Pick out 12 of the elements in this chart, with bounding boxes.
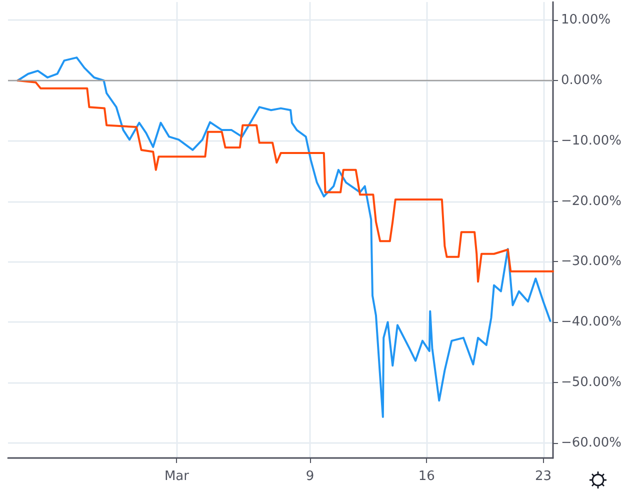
x-tick-label: 16 xyxy=(418,469,435,484)
y-tick-label: 0.00% xyxy=(561,73,602,88)
y-tick-label: −60.00% xyxy=(561,435,622,450)
y-tick-label: −30.00% xyxy=(561,254,622,270)
y-tick-label: −40.00% xyxy=(561,314,622,330)
y-tick-label: −10.00% xyxy=(561,133,622,148)
x-tick-label: 23 xyxy=(535,469,552,484)
x-tick-label: 9 xyxy=(306,469,314,484)
y-tick-label: −20.00% xyxy=(561,194,622,209)
x-tick-label: Mar xyxy=(164,469,190,484)
y-tick-label: −50.00% xyxy=(561,375,622,390)
y-tick-label: 10.00% xyxy=(561,12,611,28)
